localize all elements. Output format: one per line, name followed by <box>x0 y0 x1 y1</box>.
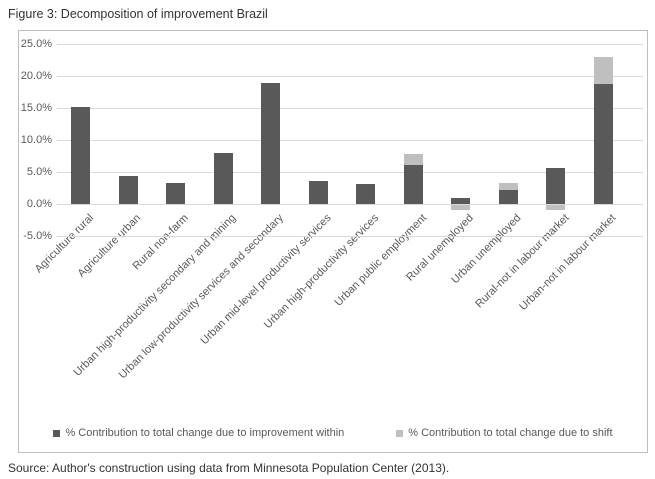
x-axis-category-label: Urban high-productivity secondary and mi… <box>72 212 239 379</box>
bar-improvement-within-segment <box>498 189 518 204</box>
legend-marker-shift-icon <box>396 429 404 437</box>
legend-label-shift: % Contribution to total change due to sh… <box>408 427 613 439</box>
bar-improvement-within-segment <box>261 83 281 204</box>
x-axis-category-label: Urban low-productivity services and seco… <box>116 212 287 382</box>
bar-shift-segment <box>498 182 518 190</box>
x-axis-category-label: Rural-not in labour market <box>472 212 572 311</box>
bar-improvement-within-segment <box>593 83 613 204</box>
legend-label-improvement-within: % Contribution to total change due to im… <box>65 427 345 439</box>
bar-shift-segment <box>546 204 566 210</box>
legend: % Contribution to total change due to im… <box>19 427 647 439</box>
gridline <box>57 236 643 237</box>
gridline <box>57 108 643 109</box>
gridline <box>57 44 643 45</box>
bar-improvement-within-segment <box>546 168 566 204</box>
bar-improvement-within-segment <box>451 197 471 204</box>
source-note: Source: Author's construction using data… <box>8 461 450 475</box>
gridline <box>57 172 643 173</box>
legend-item-improvement-within: % Contribution to total change due to im… <box>53 427 344 439</box>
chart-area: 25.0% 20.0% 15.0% 10.0% 5.0% 0.0% -5.0% Agricul… <box>18 30 648 453</box>
y-axis-tick-label: 5.0% <box>26 166 52 178</box>
zero-axis-line <box>57 204 643 205</box>
bar-shift-segment <box>451 204 471 211</box>
legend-marker-within-icon <box>53 429 61 437</box>
bar-improvement-within-segment <box>308 180 328 204</box>
x-axis-category-label: Urban-not in labour market <box>517 212 619 314</box>
y-axis-tick-label: 15.0% <box>20 102 52 114</box>
bar-improvement-within-segment <box>118 176 138 204</box>
bar-improvement-within-segment <box>403 164 423 204</box>
x-axis-category-label: Urban public employment <box>332 212 429 309</box>
gridline <box>57 76 643 77</box>
y-axis-tick-label: 25.0% <box>20 38 52 50</box>
legend-item-shift: % Contribution to total change due to sh… <box>396 427 613 439</box>
y-axis-tick-label: 20.0% <box>20 70 52 82</box>
bar-shift-segment <box>593 56 613 84</box>
y-axis-tick-label: 0.0% <box>26 198 52 210</box>
y-axis-tick-label: 10.0% <box>20 134 52 146</box>
gridline <box>57 140 643 141</box>
figure-title: Figure 3: Decomposition of improvement B… <box>8 7 268 21</box>
bar-improvement-within-segment <box>166 182 186 204</box>
bar-improvement-within-segment <box>213 153 233 204</box>
y-axis-tick-label: -5.0% <box>23 230 52 242</box>
bar-improvement-within-segment <box>356 183 376 204</box>
bar-improvement-within-segment <box>71 106 91 204</box>
bar-shift-segment <box>403 154 423 165</box>
